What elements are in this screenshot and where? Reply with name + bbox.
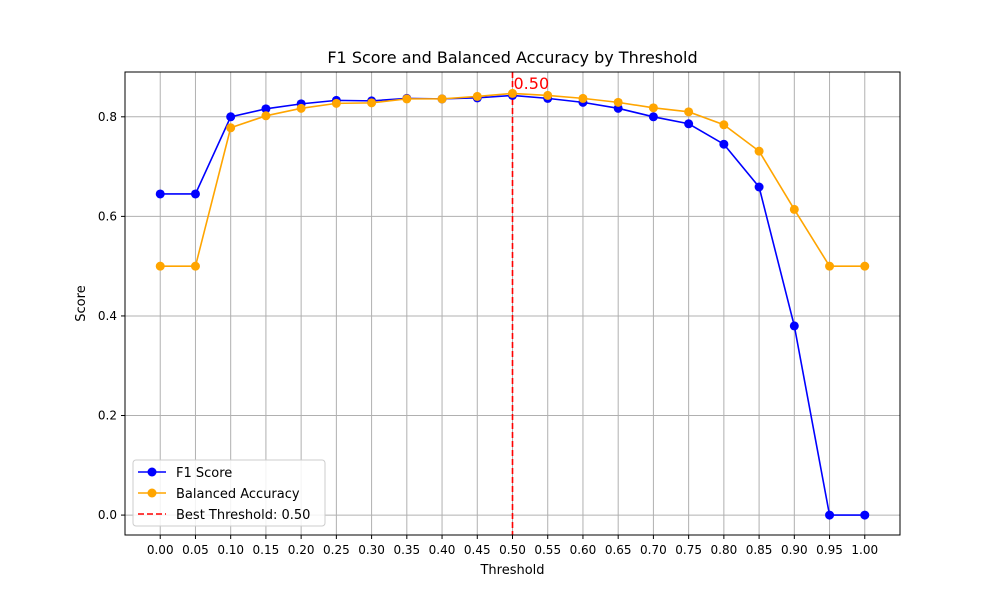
series-balanced-accuracy: [155, 88, 870, 271]
x-tick-label: 0.45: [464, 543, 491, 557]
x-tick-label: 0.65: [605, 543, 632, 557]
x-tick-label: 0.95: [816, 543, 843, 557]
data-point: [226, 123, 236, 133]
data-point: [155, 261, 165, 271]
data-point: [754, 182, 764, 192]
x-tick-label: 0.55: [534, 543, 561, 557]
data-point: [190, 189, 200, 199]
y-tick-label: 0.6: [98, 209, 117, 223]
data-point: [261, 104, 271, 114]
x-tick-label: 0.35: [393, 543, 420, 557]
legend-swatch-marker: [147, 488, 157, 498]
legend-label: Best Threshold: 0.50: [176, 508, 310, 523]
x-tick-label: 0.50: [499, 543, 526, 557]
y-tick-label: 0.4: [98, 309, 117, 323]
legend-label: Balanced Accuracy: [176, 487, 300, 502]
data-point: [472, 91, 482, 101]
x-tick-label: 0.20: [288, 543, 315, 557]
x-axis-ticks: 0.00 0.05 0.10 0.15 0.20 0.25 0.30 0.35 0.40 0.45…: [147, 535, 878, 557]
x-tick-label: 1.00: [851, 543, 878, 557]
data-point: [719, 139, 729, 149]
x-tick-label: 0.05: [182, 543, 209, 557]
data-point: [754, 146, 764, 156]
chart-title: F1 Score and Balanced Accuracy by Thresh…: [327, 48, 697, 67]
x-tick-label: 0.10: [217, 543, 244, 557]
data-point: [789, 321, 799, 331]
data-point: [190, 261, 200, 271]
x-tick-label: 0.30: [358, 543, 385, 557]
data-point: [719, 120, 729, 130]
legend-swatch-marker: [147, 467, 157, 477]
series-layer: [155, 88, 870, 520]
y-tick-label: 0.2: [98, 409, 117, 423]
legend-item-f1-score: F1 Score: [138, 466, 232, 481]
x-tick-label: 0.15: [253, 543, 280, 557]
data-point: [508, 88, 517, 98]
data-point: [825, 510, 835, 520]
y-axis-label: Score: [74, 285, 89, 321]
x-tick-label: 0.25: [323, 543, 350, 557]
x-tick-label: 0.70: [640, 543, 667, 557]
data-point: [648, 103, 658, 113]
data-point: [367, 98, 377, 108]
x-tick-label: 0.90: [781, 543, 808, 557]
data-point: [331, 98, 341, 108]
legend-item-best-threshold: Best Threshold: 0.50: [138, 508, 310, 523]
data-point: [648, 112, 658, 122]
x-tick-label: 0.60: [570, 543, 597, 557]
data-point: [578, 93, 588, 103]
data-point: [684, 107, 694, 117]
legend-label: F1 Score: [176, 466, 232, 481]
data-point: [296, 103, 306, 113]
data-point: [155, 189, 165, 199]
data-point: [860, 510, 870, 520]
threshold-annotation: 0.50: [514, 74, 550, 93]
x-tick-label: 0.75: [675, 543, 702, 557]
legend: F1 Score Balanced Accuracy Best Threshold:…: [132, 459, 326, 527]
data-point: [613, 97, 623, 107]
data-point: [860, 261, 870, 271]
x-tick-label: 0.40: [429, 543, 456, 557]
x-tick-label: 0.80: [711, 543, 738, 557]
y-tick-label: 0.0: [98, 508, 117, 522]
x-axis-label: Threshold: [479, 563, 544, 578]
data-point: [684, 119, 694, 129]
data-point: [261, 111, 271, 121]
legend-item-balanced-accuracy: Balanced Accuracy: [138, 487, 300, 502]
y-tick-label: 0.8: [98, 110, 117, 124]
y-axis-ticks: 0.0 0.2 0.4 0.6 0.8: [98, 110, 125, 522]
legend-box: [132, 459, 326, 527]
data-point: [789, 204, 799, 214]
data-point: [226, 112, 236, 122]
x-tick-label: 0.00: [147, 543, 174, 557]
data-point: [402, 94, 412, 104]
data-point: [437, 94, 447, 104]
data-point: [543, 90, 553, 100]
data-point: [825, 261, 835, 271]
x-tick-label: 0.85: [746, 543, 773, 557]
